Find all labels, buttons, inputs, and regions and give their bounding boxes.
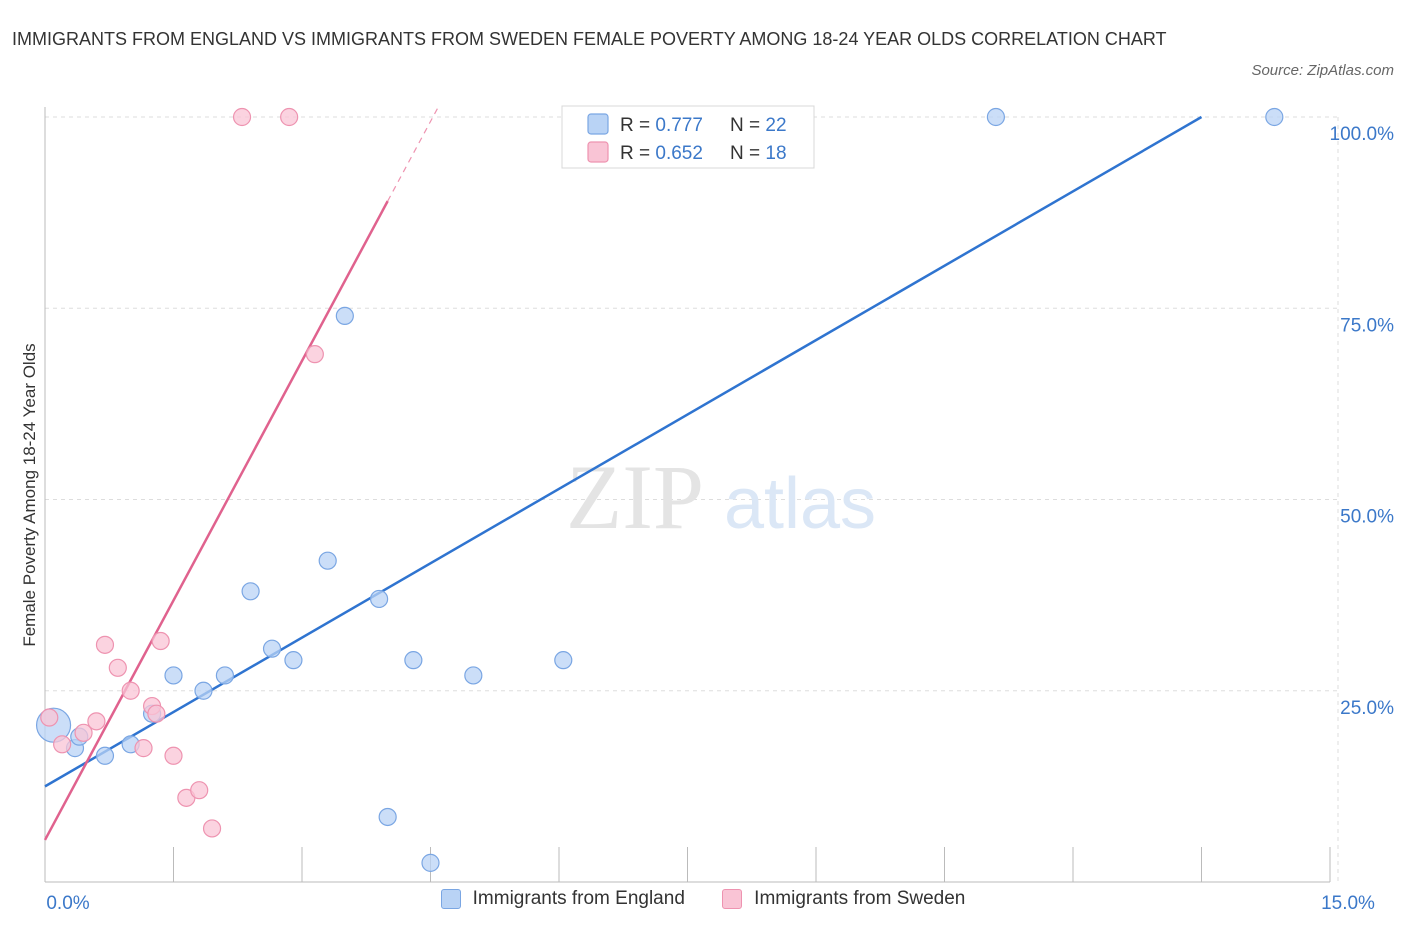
chart-title: IMMIGRANTS FROM ENGLAND VS IMMIGRANTS FR… (12, 29, 1167, 49)
point-england (370, 589, 389, 609)
stats-r-england: 0.777 (655, 115, 703, 136)
point-england (1265, 107, 1284, 127)
trend-line-sweden-extension (387, 105, 440, 202)
svg-text:N = 22: N = 22 (730, 115, 787, 136)
point-sweden (232, 107, 252, 127)
point-sweden (53, 735, 72, 754)
stats-r-label-england: R = (620, 115, 655, 136)
point-england (378, 807, 397, 827)
point-england (241, 582, 260, 601)
watermark: ZIP atlas (566, 446, 876, 548)
point-sweden (74, 723, 93, 742)
legend-swatch-sweden (722, 889, 743, 909)
point-england (95, 746, 115, 765)
point-sweden (87, 712, 106, 731)
point-sweden (121, 681, 140, 700)
svg-text:R = 0.777: R = 0.777 (620, 115, 703, 136)
stats-n-label-sweden: N = (730, 143, 765, 164)
trend-line-sweden (43, 200, 389, 841)
point-sweden (147, 704, 166, 723)
point-england (194, 681, 213, 700)
stats-legend: R = 0.777 N = 22 R = 0.652 N = 18 (561, 105, 815, 169)
x-tick-label: 15.0% (1321, 893, 1375, 914)
stats-n-label-england: N = (730, 115, 765, 136)
source-label: Source: ZipAtlas.com (1251, 62, 1394, 79)
point-england (335, 306, 354, 325)
point-england (464, 666, 483, 685)
point-england (164, 666, 183, 685)
point-sweden (108, 658, 127, 677)
axes (44, 107, 1331, 883)
watermark-zip: ZIP (566, 446, 704, 548)
point-england (284, 651, 303, 670)
point-sweden (164, 746, 183, 765)
point-england (554, 651, 573, 670)
trend-lines (43, 105, 1203, 841)
point-sweden (190, 781, 209, 800)
svg-text:N = 18: N = 18 (730, 143, 787, 164)
tick-labels: 25.0% 50.0% 75.0% 100.0% 0.0% 15.0% (46, 124, 1394, 914)
stats-n-england: 22 (765, 115, 786, 136)
y-tick-label: 50.0% (1340, 507, 1394, 528)
point-sweden (202, 819, 222, 838)
point-sweden (151, 631, 170, 651)
point-sweden (134, 739, 153, 758)
x-tick-label: 0.0% (46, 893, 89, 914)
trend-line-england (44, 115, 1203, 788)
legend-label-sweden: Immigrants from Sweden (754, 888, 966, 909)
watermark-atlas: atlas (724, 464, 876, 544)
y-tick-label: 25.0% (1340, 698, 1394, 719)
point-sweden (280, 107, 299, 127)
series-legend: Immigrants from England Immigrants from … (0, 888, 1406, 915)
point-sweden (305, 345, 324, 364)
legend-swatch-england (440, 889, 461, 909)
point-england (986, 107, 1006, 127)
point-england (262, 639, 282, 658)
stats-r-label-sweden: R = (620, 143, 655, 164)
svg-text:R = 0.652: R = 0.652 (620, 143, 703, 164)
legend-item-england[interactable]: Immigrants from England (440, 888, 685, 910)
y-tick-label: 75.0% (1340, 315, 1394, 336)
y-axis-label: Female Poverty Among 18-24 Year Olds (20, 343, 39, 646)
point-england (421, 853, 440, 872)
stats-n-sweden: 18 (765, 143, 786, 164)
point-england (318, 551, 337, 570)
legend-item-sweden[interactable]: Immigrants from Sweden (722, 888, 965, 910)
stats-swatch-england (587, 113, 609, 135)
point-england (215, 666, 234, 685)
y-tick-label: 100.0% (1330, 124, 1395, 145)
data-points (35, 107, 1284, 872)
stats-swatch-sweden (587, 141, 609, 163)
point-sweden (95, 635, 115, 654)
stats-r-sweden: 0.652 (655, 143, 703, 164)
point-sweden (40, 708, 59, 727)
point-england (404, 651, 423, 670)
legend-label-england: Immigrants from England (472, 888, 685, 909)
